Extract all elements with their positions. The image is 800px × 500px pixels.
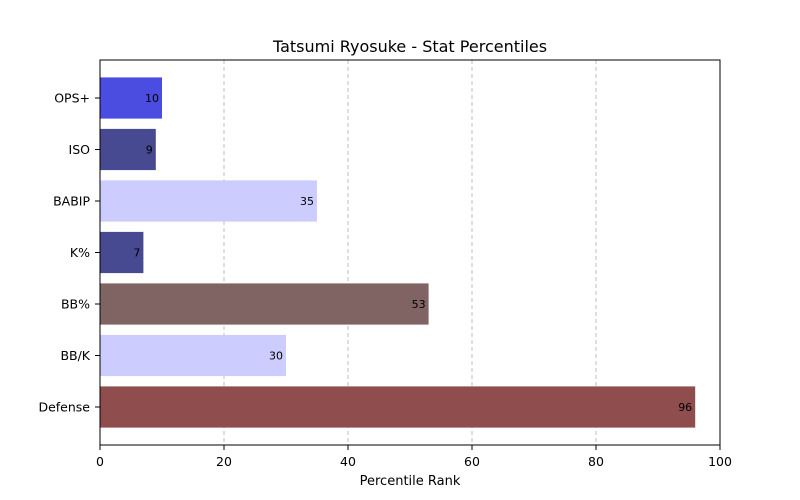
bars: 10 9 35 7 53 30 96 (100, 77, 696, 428)
grid (223, 60, 597, 445)
chart-title: Tatsumi Ryosuke - Stat Percentiles (272, 37, 547, 56)
bar-value-label: 35 (300, 195, 314, 208)
x-tick-label: 20 (216, 454, 232, 469)
x-tick-label: 80 (588, 454, 604, 469)
category-label: ISO (69, 142, 91, 157)
bar (100, 283, 429, 325)
x-tick-label: 100 (708, 454, 732, 469)
category-label: K% (70, 245, 90, 260)
bar (100, 128, 156, 171)
bar (100, 180, 317, 222)
bar-value-label: 30 (269, 350, 283, 363)
category-label: BB/K (60, 348, 90, 363)
bar-value-label: 7 (133, 247, 140, 260)
category-label: OPS+ (54, 91, 90, 106)
x-axis: 0 20 40 60 80 100 (96, 445, 732, 469)
category-label: Defense (38, 400, 90, 415)
bar (100, 231, 144, 274)
bar (100, 334, 286, 377)
bar (100, 77, 162, 119)
bar-value-label: 10 (145, 92, 159, 105)
x-tick-label: 40 (340, 454, 356, 469)
x-axis-label: Percentile Rank (360, 474, 461, 489)
bar-value-label: 9 (146, 144, 153, 157)
x-tick-label: 60 (464, 454, 480, 469)
y-axis: OPS+ ISO BABIP K% BB% BB/K Defense (38, 91, 100, 415)
category-label: BB% (61, 297, 90, 312)
bar-value-label: 96 (678, 401, 692, 414)
category-label: BABIP (53, 194, 90, 209)
x-tick-label: 0 (96, 454, 104, 469)
bar (100, 386, 696, 428)
bar-value-label: 53 (412, 298, 426, 311)
